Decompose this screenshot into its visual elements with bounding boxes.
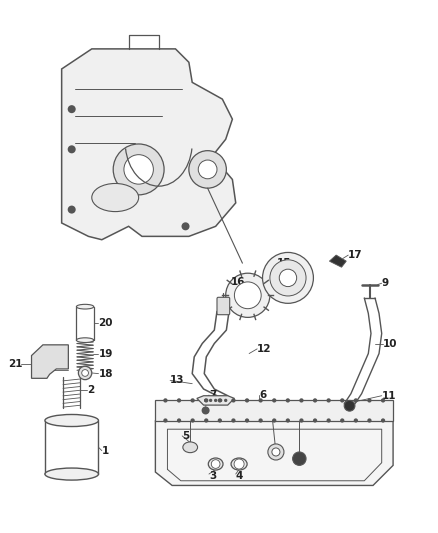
Circle shape xyxy=(286,398,290,402)
Circle shape xyxy=(224,399,227,402)
Circle shape xyxy=(231,418,236,423)
Polygon shape xyxy=(197,395,234,405)
Circle shape xyxy=(367,418,371,423)
Ellipse shape xyxy=(45,415,99,426)
Circle shape xyxy=(191,398,195,402)
Text: 21: 21 xyxy=(8,359,23,369)
Circle shape xyxy=(381,418,385,423)
Ellipse shape xyxy=(76,338,94,343)
Circle shape xyxy=(82,369,88,376)
Circle shape xyxy=(299,418,304,423)
Circle shape xyxy=(209,399,212,402)
Ellipse shape xyxy=(76,304,94,309)
Circle shape xyxy=(234,282,261,309)
Circle shape xyxy=(198,160,217,179)
Circle shape xyxy=(113,144,164,195)
Text: 17: 17 xyxy=(348,250,363,260)
Circle shape xyxy=(177,418,181,423)
Text: 19: 19 xyxy=(99,349,113,359)
Text: 1: 1 xyxy=(102,446,109,456)
Circle shape xyxy=(218,398,222,402)
Ellipse shape xyxy=(45,468,99,480)
Circle shape xyxy=(313,418,317,423)
Text: 15: 15 xyxy=(277,258,292,268)
Text: 2: 2 xyxy=(87,385,94,395)
Circle shape xyxy=(231,398,236,402)
Text: 13: 13 xyxy=(170,375,185,385)
Circle shape xyxy=(204,398,208,402)
Circle shape xyxy=(201,407,210,415)
Circle shape xyxy=(204,399,207,402)
Text: 14: 14 xyxy=(233,298,247,308)
Text: 5: 5 xyxy=(182,431,189,441)
Polygon shape xyxy=(32,345,68,378)
Circle shape xyxy=(313,398,317,402)
Circle shape xyxy=(268,444,284,460)
Circle shape xyxy=(367,398,371,402)
Circle shape xyxy=(258,398,263,402)
Polygon shape xyxy=(62,49,236,240)
Circle shape xyxy=(326,418,331,423)
Text: 9: 9 xyxy=(381,278,389,288)
Ellipse shape xyxy=(208,458,223,470)
Circle shape xyxy=(211,459,220,469)
Circle shape xyxy=(340,398,344,402)
Polygon shape xyxy=(155,421,393,486)
Circle shape xyxy=(68,206,76,214)
Text: 3: 3 xyxy=(209,471,216,481)
Circle shape xyxy=(245,418,249,423)
Circle shape xyxy=(344,400,355,411)
Circle shape xyxy=(214,399,217,402)
Ellipse shape xyxy=(183,442,198,453)
Circle shape xyxy=(354,398,358,402)
Text: 10: 10 xyxy=(383,338,398,349)
Text: 4: 4 xyxy=(236,471,243,481)
Circle shape xyxy=(163,398,168,402)
Circle shape xyxy=(78,366,92,379)
Circle shape xyxy=(219,399,223,402)
Polygon shape xyxy=(155,400,393,421)
Text: 11: 11 xyxy=(381,391,396,401)
Circle shape xyxy=(163,418,168,423)
Circle shape xyxy=(189,151,226,188)
Circle shape xyxy=(177,398,181,402)
Ellipse shape xyxy=(231,458,247,470)
Ellipse shape xyxy=(92,183,139,212)
Text: 12: 12 xyxy=(257,344,272,354)
Circle shape xyxy=(226,273,270,317)
Text: 7: 7 xyxy=(209,390,216,400)
Circle shape xyxy=(293,452,306,465)
Circle shape xyxy=(272,418,276,423)
Circle shape xyxy=(299,398,304,402)
Circle shape xyxy=(262,253,314,303)
Circle shape xyxy=(272,398,276,402)
Circle shape xyxy=(245,398,249,402)
Text: 20: 20 xyxy=(99,318,113,328)
Circle shape xyxy=(279,269,297,287)
FancyBboxPatch shape xyxy=(217,297,230,314)
Circle shape xyxy=(218,418,222,423)
Text: 18: 18 xyxy=(99,369,113,378)
Circle shape xyxy=(381,398,385,402)
Circle shape xyxy=(286,418,290,423)
Circle shape xyxy=(124,155,153,184)
Text: 6: 6 xyxy=(259,390,266,400)
Circle shape xyxy=(258,418,263,423)
Circle shape xyxy=(326,398,331,402)
Circle shape xyxy=(68,105,76,113)
Circle shape xyxy=(68,146,76,154)
Text: 16: 16 xyxy=(230,277,245,287)
Circle shape xyxy=(204,418,208,423)
Circle shape xyxy=(191,418,195,423)
Circle shape xyxy=(272,448,280,456)
Polygon shape xyxy=(329,255,346,267)
Circle shape xyxy=(270,260,306,296)
Circle shape xyxy=(181,222,190,230)
Circle shape xyxy=(354,418,358,423)
Circle shape xyxy=(340,418,344,423)
Circle shape xyxy=(234,459,244,469)
